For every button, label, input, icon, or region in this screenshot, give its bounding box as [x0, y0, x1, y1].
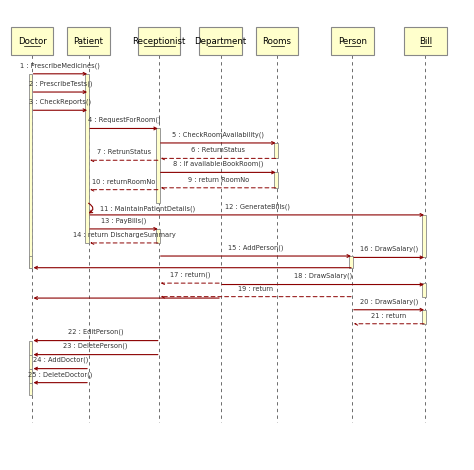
- Bar: [256, 27, 298, 55]
- Text: 21 : return: 21 : return: [371, 313, 407, 319]
- Text: Person: Person: [338, 37, 367, 46]
- Text: 16 : DrawSalary(): 16 : DrawSalary(): [360, 246, 418, 252]
- Text: 13 : PayBills(): 13 : PayBills(): [101, 217, 146, 224]
- Bar: [29, 383, 33, 395]
- Text: 11 : MaintainPatientDetails(): 11 : MaintainPatientDetails(): [100, 205, 195, 212]
- Text: 15 : AddPerson(): 15 : AddPerson(): [228, 244, 283, 251]
- Text: 10 : returnRoomNo: 10 : returnRoomNo: [92, 179, 155, 185]
- Text: 14 : return DischargeSummary: 14 : return DischargeSummary: [73, 232, 175, 238]
- Bar: [199, 27, 242, 55]
- Bar: [349, 256, 353, 268]
- Text: 19 : return: 19 : return: [238, 286, 273, 291]
- Bar: [85, 74, 89, 243]
- Bar: [29, 74, 33, 268]
- Text: Bill: Bill: [419, 37, 432, 46]
- Bar: [156, 128, 160, 203]
- Text: 7 : RetrunStatus: 7 : RetrunStatus: [97, 149, 151, 155]
- Bar: [29, 354, 33, 368]
- Text: 1 : PrescribeMedicines(): 1 : PrescribeMedicines(): [20, 62, 100, 69]
- Text: 4 : RequestForRoom(): 4 : RequestForRoom(): [88, 117, 160, 123]
- Bar: [11, 27, 53, 55]
- Bar: [422, 310, 426, 324]
- Bar: [274, 143, 277, 158]
- Bar: [29, 368, 33, 383]
- Text: Doctor: Doctor: [18, 37, 46, 46]
- Text: 9 : return RoomNo: 9 : return RoomNo: [188, 177, 249, 183]
- Bar: [422, 283, 426, 297]
- Text: 25 : DeleteDoctor(): 25 : DeleteDoctor(): [28, 371, 92, 377]
- Text: Receptionist: Receptionist: [133, 37, 186, 46]
- Text: 5 : CheckRoomAvailability(): 5 : CheckRoomAvailability(): [172, 131, 264, 138]
- Bar: [138, 27, 181, 55]
- Text: Patient: Patient: [73, 37, 103, 46]
- Text: Rooms: Rooms: [263, 37, 292, 46]
- Bar: [156, 229, 160, 243]
- Bar: [404, 27, 447, 55]
- Text: 24 : AddDoctor(): 24 : AddDoctor(): [33, 357, 88, 363]
- Bar: [29, 341, 33, 354]
- Text: 6 : ReturnStatus: 6 : ReturnStatus: [191, 147, 245, 153]
- Text: 22 : EditPerson(): 22 : EditPerson(): [68, 329, 123, 336]
- Text: Department: Department: [194, 37, 246, 46]
- Text: 12 : GenerateBills(): 12 : GenerateBills(): [225, 203, 290, 210]
- Bar: [274, 172, 277, 188]
- Bar: [422, 215, 426, 258]
- Text: 8 : If available BookRoom(): 8 : If available BookRoom(): [173, 161, 264, 167]
- Bar: [331, 27, 374, 55]
- Text: 23 : DeletePerson(): 23 : DeletePerson(): [64, 343, 128, 350]
- Text: 2 : PrescribeTests(): 2 : PrescribeTests(): [28, 80, 92, 87]
- Bar: [29, 256, 33, 268]
- Text: 17 : return(): 17 : return(): [170, 272, 210, 278]
- Bar: [67, 27, 110, 55]
- Text: 3 : CheckReports(): 3 : CheckReports(): [29, 99, 91, 105]
- Text: 18 : DrawSalary(): 18 : DrawSalary(): [294, 273, 352, 279]
- Text: 20 : DrawSalary(): 20 : DrawSalary(): [360, 298, 418, 305]
